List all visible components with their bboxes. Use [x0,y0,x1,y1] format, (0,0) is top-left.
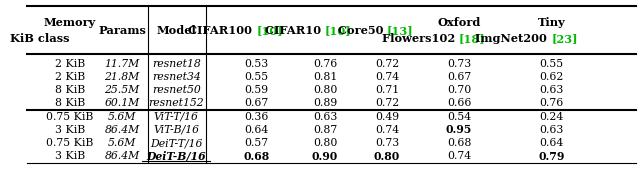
Text: resnet50: resnet50 [152,85,200,95]
Text: 0.79: 0.79 [538,151,564,162]
Text: 2 KiB: 2 KiB [55,72,85,82]
Text: 8 KiB: 8 KiB [55,85,85,95]
Text: 0.75 KiB: 0.75 KiB [46,138,93,148]
Text: 0.74: 0.74 [375,125,399,135]
Text: Oxford: Oxford [437,17,481,28]
Text: CIFAR100: CIFAR100 [188,25,256,36]
Text: 5.6M: 5.6M [108,138,136,148]
Text: 0.62: 0.62 [539,72,563,82]
Text: 0.90: 0.90 [312,151,338,162]
Text: 0.73: 0.73 [375,138,399,148]
Text: resnet152: resnet152 [148,98,204,108]
Text: 0.55: 0.55 [540,58,563,69]
Text: 60.1M: 60.1M [104,98,140,108]
Text: 0.72: 0.72 [375,98,399,108]
Text: 0.68: 0.68 [447,138,471,148]
Text: 0.74: 0.74 [375,72,399,82]
Text: [10]: [10] [325,25,351,36]
Text: 2 KiB: 2 KiB [55,58,85,69]
Text: 0.54: 0.54 [447,111,471,122]
Text: Model: Model [156,25,196,36]
Text: [13]: [13] [387,25,413,36]
Text: 0.87: 0.87 [313,125,337,135]
Text: 0.63: 0.63 [313,111,337,122]
Text: 0.81: 0.81 [313,72,337,82]
Text: 11.7M: 11.7M [104,58,140,69]
Text: 8 KiB: 8 KiB [55,98,85,108]
Text: DeiT-T/16: DeiT-T/16 [150,138,202,148]
Text: 0.66: 0.66 [447,98,471,108]
Text: 0.95: 0.95 [446,124,472,135]
Text: 21.8M: 21.8M [104,72,140,82]
Text: Params: Params [98,25,146,36]
Text: KiB class: KiB class [10,33,70,44]
Text: 0.76: 0.76 [539,98,563,108]
Text: 0.72: 0.72 [375,58,399,69]
Text: Tiny: Tiny [538,17,565,28]
Text: 0.74: 0.74 [447,151,471,161]
Text: Memory: Memory [44,17,96,28]
Text: [10]: [10] [256,25,283,36]
Text: Core50: Core50 [338,25,387,36]
Text: 0.36: 0.36 [244,111,268,122]
Text: 0.55: 0.55 [244,72,268,82]
Text: 0.67: 0.67 [244,98,268,108]
Text: 0.89: 0.89 [313,98,337,108]
Text: 3 KiB: 3 KiB [55,125,85,135]
Text: [23]: [23] [551,33,578,44]
Text: 0.75 KiB: 0.75 KiB [46,111,93,122]
Text: resnet34: resnet34 [152,72,200,82]
Text: 0.64: 0.64 [244,125,268,135]
Text: 0.53: 0.53 [244,58,268,69]
Text: 0.63: 0.63 [539,85,563,95]
Text: 0.67: 0.67 [447,72,471,82]
Text: 0.70: 0.70 [447,85,471,95]
Text: 0.49: 0.49 [375,111,399,122]
Text: CIFAR10: CIFAR10 [265,25,325,36]
Text: 86.4M: 86.4M [104,125,140,135]
Text: 0.64: 0.64 [539,138,563,148]
Text: 86.4M: 86.4M [104,151,140,161]
Text: 0.24: 0.24 [539,111,563,122]
Text: 0.80: 0.80 [313,138,337,148]
Text: ImgNet200: ImgNet200 [476,33,551,44]
Text: 25.5M: 25.5M [104,85,140,95]
Text: resnet18: resnet18 [152,58,200,69]
Text: [18]: [18] [459,33,486,44]
Text: 0.63: 0.63 [539,125,563,135]
Text: 0.76: 0.76 [313,58,337,69]
Text: 0.57: 0.57 [244,138,268,148]
Text: 5.6M: 5.6M [108,111,136,122]
Text: ViT-B/16: ViT-B/16 [153,125,199,135]
Text: 0.80: 0.80 [313,85,337,95]
Text: Flowers102: Flowers102 [382,33,459,44]
Text: 0.59: 0.59 [244,85,268,95]
Text: 0.71: 0.71 [375,85,399,95]
Text: 0.68: 0.68 [243,151,269,162]
Text: ViT-T/16: ViT-T/16 [154,111,198,122]
Text: DeiT-B/16: DeiT-B/16 [147,151,206,162]
Text: 0.73: 0.73 [447,58,471,69]
Text: 0.80: 0.80 [374,151,400,162]
Text: 3 KiB: 3 KiB [55,151,85,161]
